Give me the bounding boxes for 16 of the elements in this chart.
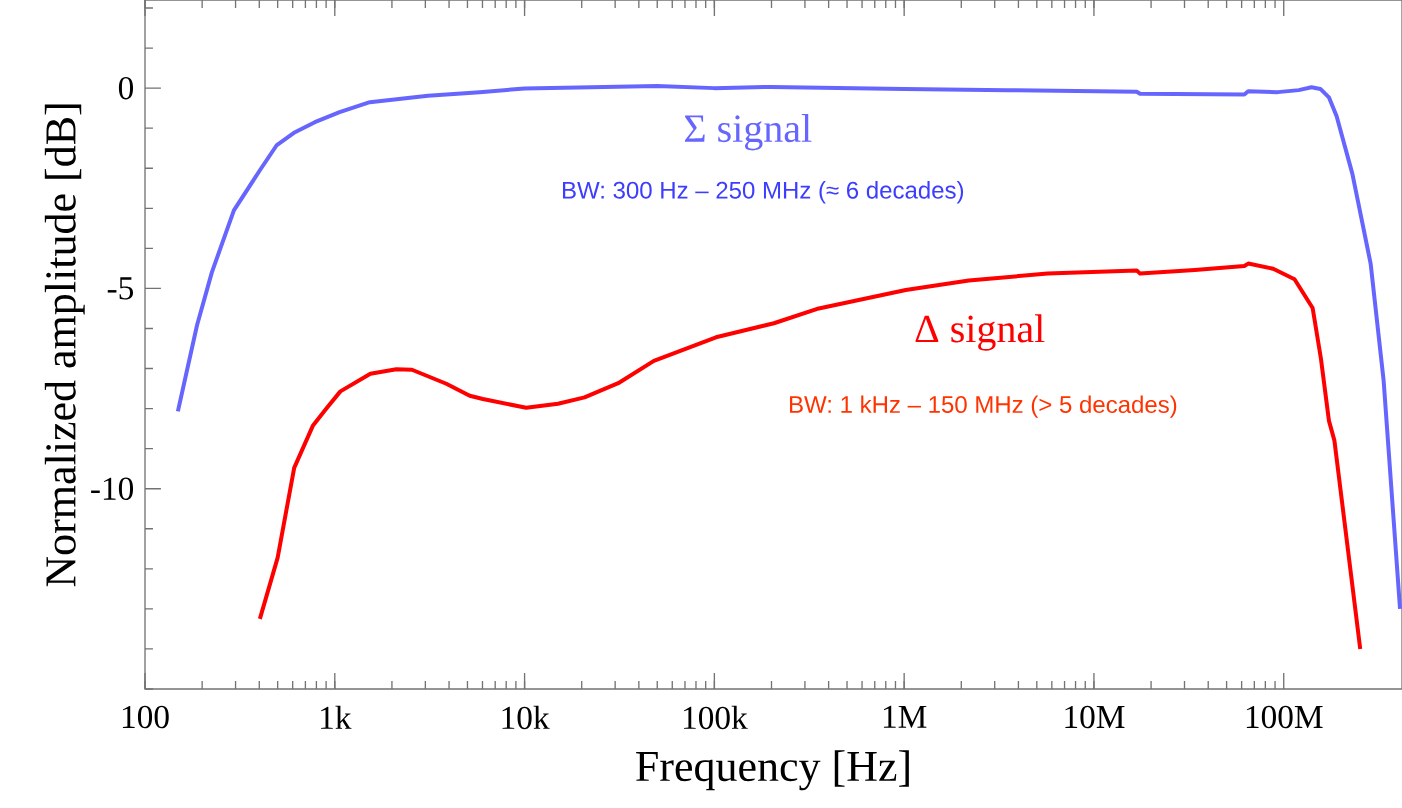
series-label: Σ signal <box>684 114 812 151</box>
x-tick-label: 100M <box>1246 705 1323 729</box>
x-axis-title: Frequency [Hz] <box>636 750 909 791</box>
y-tick-label: 0 <box>118 76 134 100</box>
y-tick-label: -5 <box>107 277 133 300</box>
x-tick-label: 10M <box>1065 705 1125 729</box>
y-tick-label: -10 <box>91 477 134 500</box>
annotation: BW: 300 Hz – 250 MHz (≈ 6 decades) <box>562 181 964 204</box>
x-tick-label: 100 <box>122 705 169 729</box>
y-axis-title: Normalized amplitude [dB] <box>44 104 85 587</box>
x-tick-label: 1k <box>321 705 352 729</box>
x-tick-label: 1M <box>883 705 927 728</box>
annotation: BW: 1 kHz – 150 MHz (> 5 decades) <box>790 395 1177 418</box>
x-tick-label: 100k <box>683 705 748 730</box>
series-label: Δ signal <box>915 314 1045 351</box>
x-tick-label: 10k <box>502 705 550 730</box>
